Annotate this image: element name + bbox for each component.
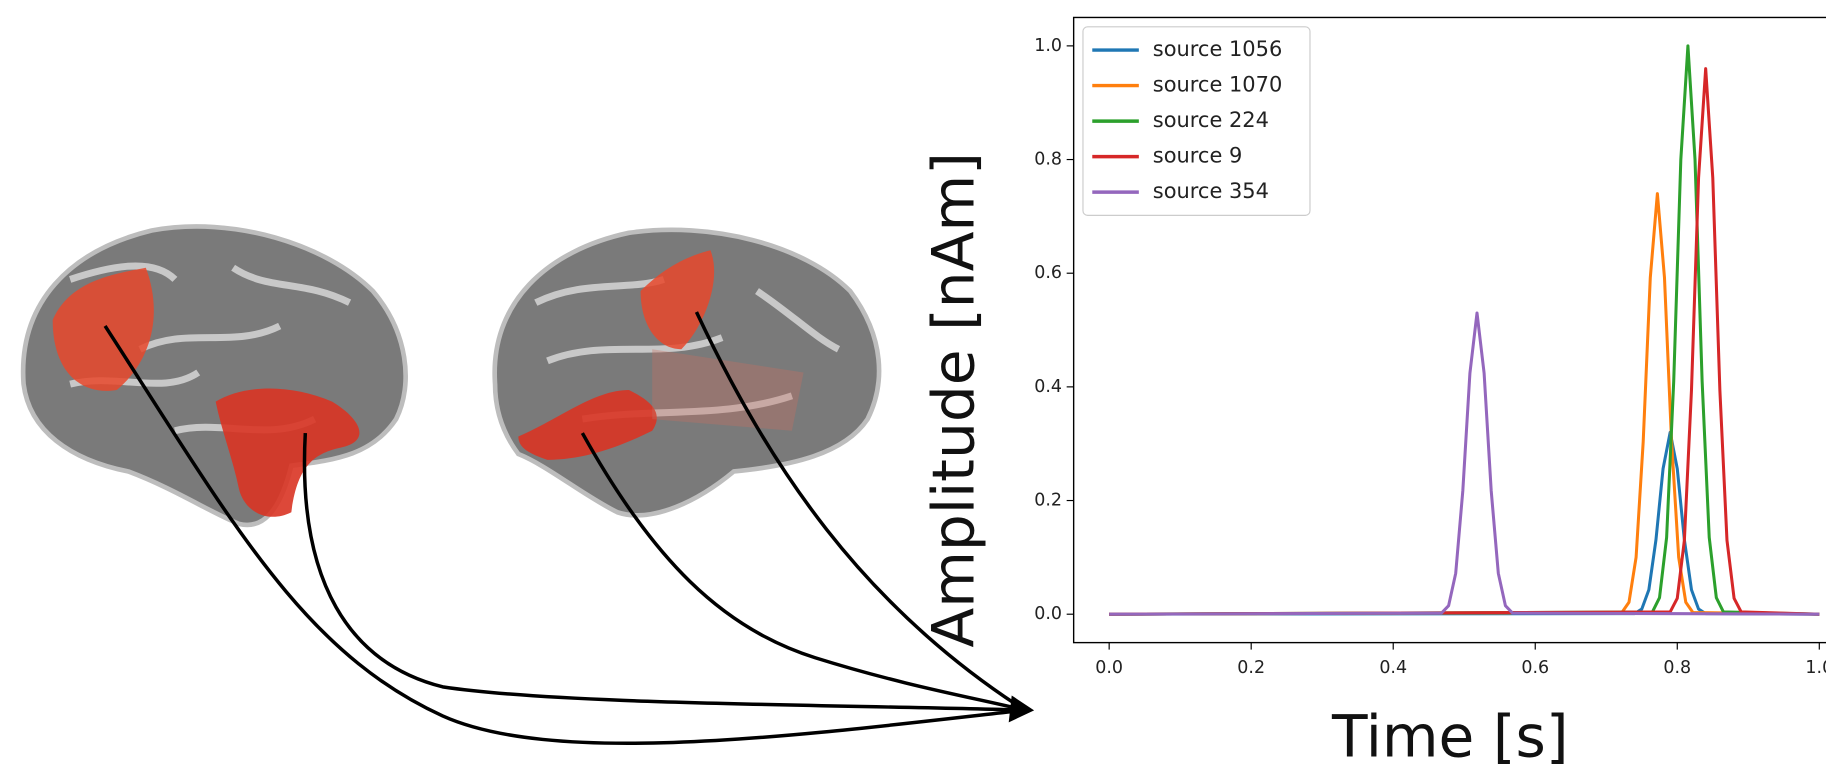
y-tick-label: 0.2 bbox=[1034, 491, 1062, 511]
figure: 0.0 0.2 0.4 0.6 0.8 1.0 0.0 0.2 0.4 0.6 0.8 1.0 Time… bbox=[0, 0, 1826, 773]
page: 0.0 0.2 0.4 0.6 0.8 1.0 0.0 0.2 0.4 0.6 0.8 1.0 Time… bbox=[0, 0, 1826, 773]
brain-left bbox=[23, 226, 406, 524]
legend-label: source 354 bbox=[1153, 179, 1269, 203]
x-tick-label: 0.2 bbox=[1237, 658, 1265, 678]
legend: source 1056 source 1070 source 224 source 9… bbox=[1083, 27, 1310, 216]
x-tick-label: 0.4 bbox=[1379, 658, 1407, 678]
x-tick-label: 0.6 bbox=[1521, 658, 1549, 678]
series-line bbox=[1109, 194, 1819, 615]
legend-label: source 1056 bbox=[1153, 37, 1282, 61]
y-tick-label: 0.8 bbox=[1034, 150, 1062, 170]
x-tick-label: 0.8 bbox=[1663, 658, 1691, 678]
brain-right bbox=[495, 230, 879, 515]
legend-label: source 9 bbox=[1153, 144, 1243, 168]
x-tick-label: 1.0 bbox=[1805, 658, 1826, 678]
x-axis-label: Time [s] bbox=[1331, 703, 1569, 771]
y-tick-label: 0.6 bbox=[1034, 263, 1062, 283]
legend-label: source 1070 bbox=[1153, 73, 1282, 97]
y-tick-label: 0.0 bbox=[1034, 604, 1062, 624]
y-tick-label: 0.4 bbox=[1034, 377, 1062, 397]
y-tick-label: 1.0 bbox=[1034, 36, 1062, 56]
y-axis-label: Amplitude [nAm] bbox=[919, 152, 987, 647]
legend-label: source 224 bbox=[1153, 108, 1269, 132]
x-tick-label: 0.0 bbox=[1095, 658, 1123, 678]
